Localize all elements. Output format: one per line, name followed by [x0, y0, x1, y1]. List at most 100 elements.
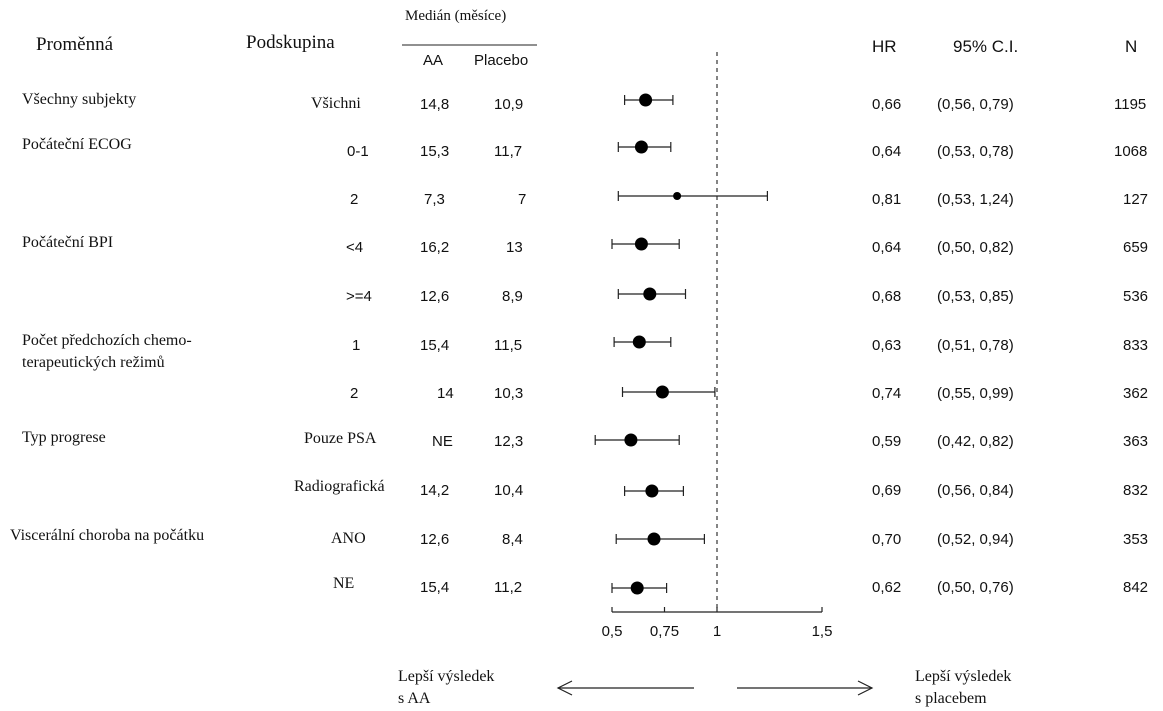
- placebo-value: 10,4: [494, 482, 524, 499]
- placebo-value: 10,9: [494, 96, 524, 113]
- subgroup-label: ANO: [331, 530, 366, 547]
- subgroup-label: 0-1: [347, 143, 369, 160]
- hr-point: [673, 192, 682, 200]
- n-value: 1068: [1114, 143, 1148, 160]
- hr-value: 0,70: [872, 531, 902, 548]
- x-tick-label: 1: [713, 623, 721, 640]
- aa-value: 15,4: [420, 579, 450, 596]
- n-value: 536: [1123, 288, 1149, 305]
- ci-value: (0,42, 0,82): [937, 433, 1014, 450]
- hr-value: 0,69: [872, 482, 902, 499]
- ci-value: (0,53, 1,24): [937, 191, 1014, 208]
- n-value: 127: [1123, 191, 1149, 208]
- ci-value: (0,50, 0,82): [937, 239, 1014, 256]
- x-tick-label: 1,5: [812, 623, 833, 640]
- ci-value: (0,52, 0,94): [937, 531, 1014, 548]
- aa-value: 15,3: [420, 143, 450, 160]
- header-aa: AA: [423, 52, 444, 69]
- hr-value: 0,64: [872, 143, 902, 160]
- placebo-value: 12,3: [494, 433, 524, 450]
- favors-aa-label-line1: Lepší výsledek: [398, 668, 495, 685]
- ci-value: (0,53, 0,78): [937, 143, 1014, 160]
- aa-value: 16,2: [420, 239, 450, 256]
- subgroup-label: <4: [346, 239, 364, 256]
- x-tick-label: 0,5: [602, 623, 623, 640]
- hr-value: 0,81: [872, 191, 902, 208]
- placebo-value: 10,3: [494, 385, 524, 402]
- subgroup-label: 1: [352, 337, 361, 354]
- aa-value: 12,6: [420, 531, 450, 548]
- x-axis: 0,5 0,75 1 1,5: [602, 52, 833, 640]
- hr-value: 0,66: [872, 96, 902, 113]
- header-hr: HR: [872, 37, 897, 56]
- placebo-value: 11,5: [494, 337, 523, 354]
- hr-point: [655, 385, 669, 399]
- hr-value: 0,62: [872, 579, 902, 596]
- ci-value: (0,56, 0,84): [937, 482, 1014, 499]
- ci-value: (0,55, 0,99): [937, 385, 1014, 402]
- x-tick-label: 0,75: [650, 623, 679, 640]
- subgroup-label: Všichni: [311, 95, 361, 112]
- n-value: 353: [1123, 531, 1149, 548]
- aa-value: 14,2: [420, 482, 450, 499]
- hr-point: [624, 433, 638, 447]
- header-ci: 95% C.I.: [953, 37, 1019, 56]
- variable-label: terapeutických režimů: [22, 354, 165, 371]
- aa-value: 14,8: [420, 96, 450, 113]
- header-n: N: [1125, 37, 1138, 56]
- variable-label: Počáteční ECOG: [22, 136, 132, 153]
- hr-value: 0,63: [872, 337, 902, 354]
- hr-point: [645, 484, 659, 498]
- direction-arrows: [556, 680, 874, 696]
- n-value: 833: [1123, 337, 1149, 354]
- hr-point: [639, 93, 653, 107]
- hr-value: 0,64: [872, 239, 902, 256]
- ci-value: (0,51, 0,78): [937, 337, 1014, 354]
- variable-label: Všechny subjekty: [22, 91, 137, 108]
- favors-aa-label-line2: s AA: [398, 690, 431, 707]
- plot-marks: [594, 93, 769, 595]
- ci-value: (0,56, 0,79): [937, 96, 1014, 113]
- variable-label: Viscerální choroba na počátku: [10, 527, 205, 544]
- n-value: 832: [1123, 482, 1149, 499]
- right-arrowhead-icon: [857, 680, 874, 696]
- header-median: Medián (měsíce): [405, 8, 507, 24]
- placebo-value: 8,4: [502, 531, 523, 548]
- n-value: 1195: [1114, 96, 1147, 113]
- hr-point: [643, 287, 657, 301]
- header-variable: Proměnná: [36, 34, 114, 55]
- subgroup-label: NE: [333, 575, 355, 592]
- hr-point: [630, 581, 644, 595]
- ci-value: (0,50, 0,76): [937, 579, 1014, 596]
- hr-point: [634, 237, 648, 251]
- hr-value: 0,74: [872, 385, 902, 402]
- subgroup-label: Radiografická: [294, 478, 385, 495]
- placebo-value: 13: [506, 239, 523, 256]
- subgroup-label: >=4: [346, 288, 372, 305]
- aa-value: 12,6: [420, 288, 450, 305]
- hr-point: [647, 532, 661, 546]
- favors-placebo-label-line2: s placebem: [915, 690, 987, 707]
- placebo-value: 11,2: [494, 579, 523, 596]
- header-placebo: Placebo: [474, 52, 529, 69]
- aa-value: NE: [432, 433, 453, 450]
- hr-point: [634, 140, 648, 154]
- n-value: 659: [1123, 239, 1149, 256]
- placebo-value: 8,9: [502, 288, 523, 305]
- hr-value: 0,59: [872, 433, 902, 450]
- aa-value: 7,3: [424, 191, 445, 208]
- placebo-value: 11,7: [494, 143, 523, 160]
- variable-label: Typ progrese: [22, 429, 106, 446]
- aa-value: 14: [437, 385, 454, 402]
- header-subgroup: Podskupina: [246, 32, 335, 53]
- favors-placebo-label-line1: Lepší výsledek: [915, 668, 1012, 685]
- n-value: 842: [1123, 579, 1149, 596]
- ci-value: (0,53, 0,85): [937, 288, 1014, 305]
- placebo-value: 7: [518, 191, 527, 208]
- aa-value: 15,4: [420, 337, 450, 354]
- n-value: 363: [1123, 433, 1149, 450]
- subgroup-label: 2: [350, 191, 359, 208]
- subgroup-label: Pouze PSA: [304, 430, 377, 447]
- n-value: 362: [1123, 385, 1149, 402]
